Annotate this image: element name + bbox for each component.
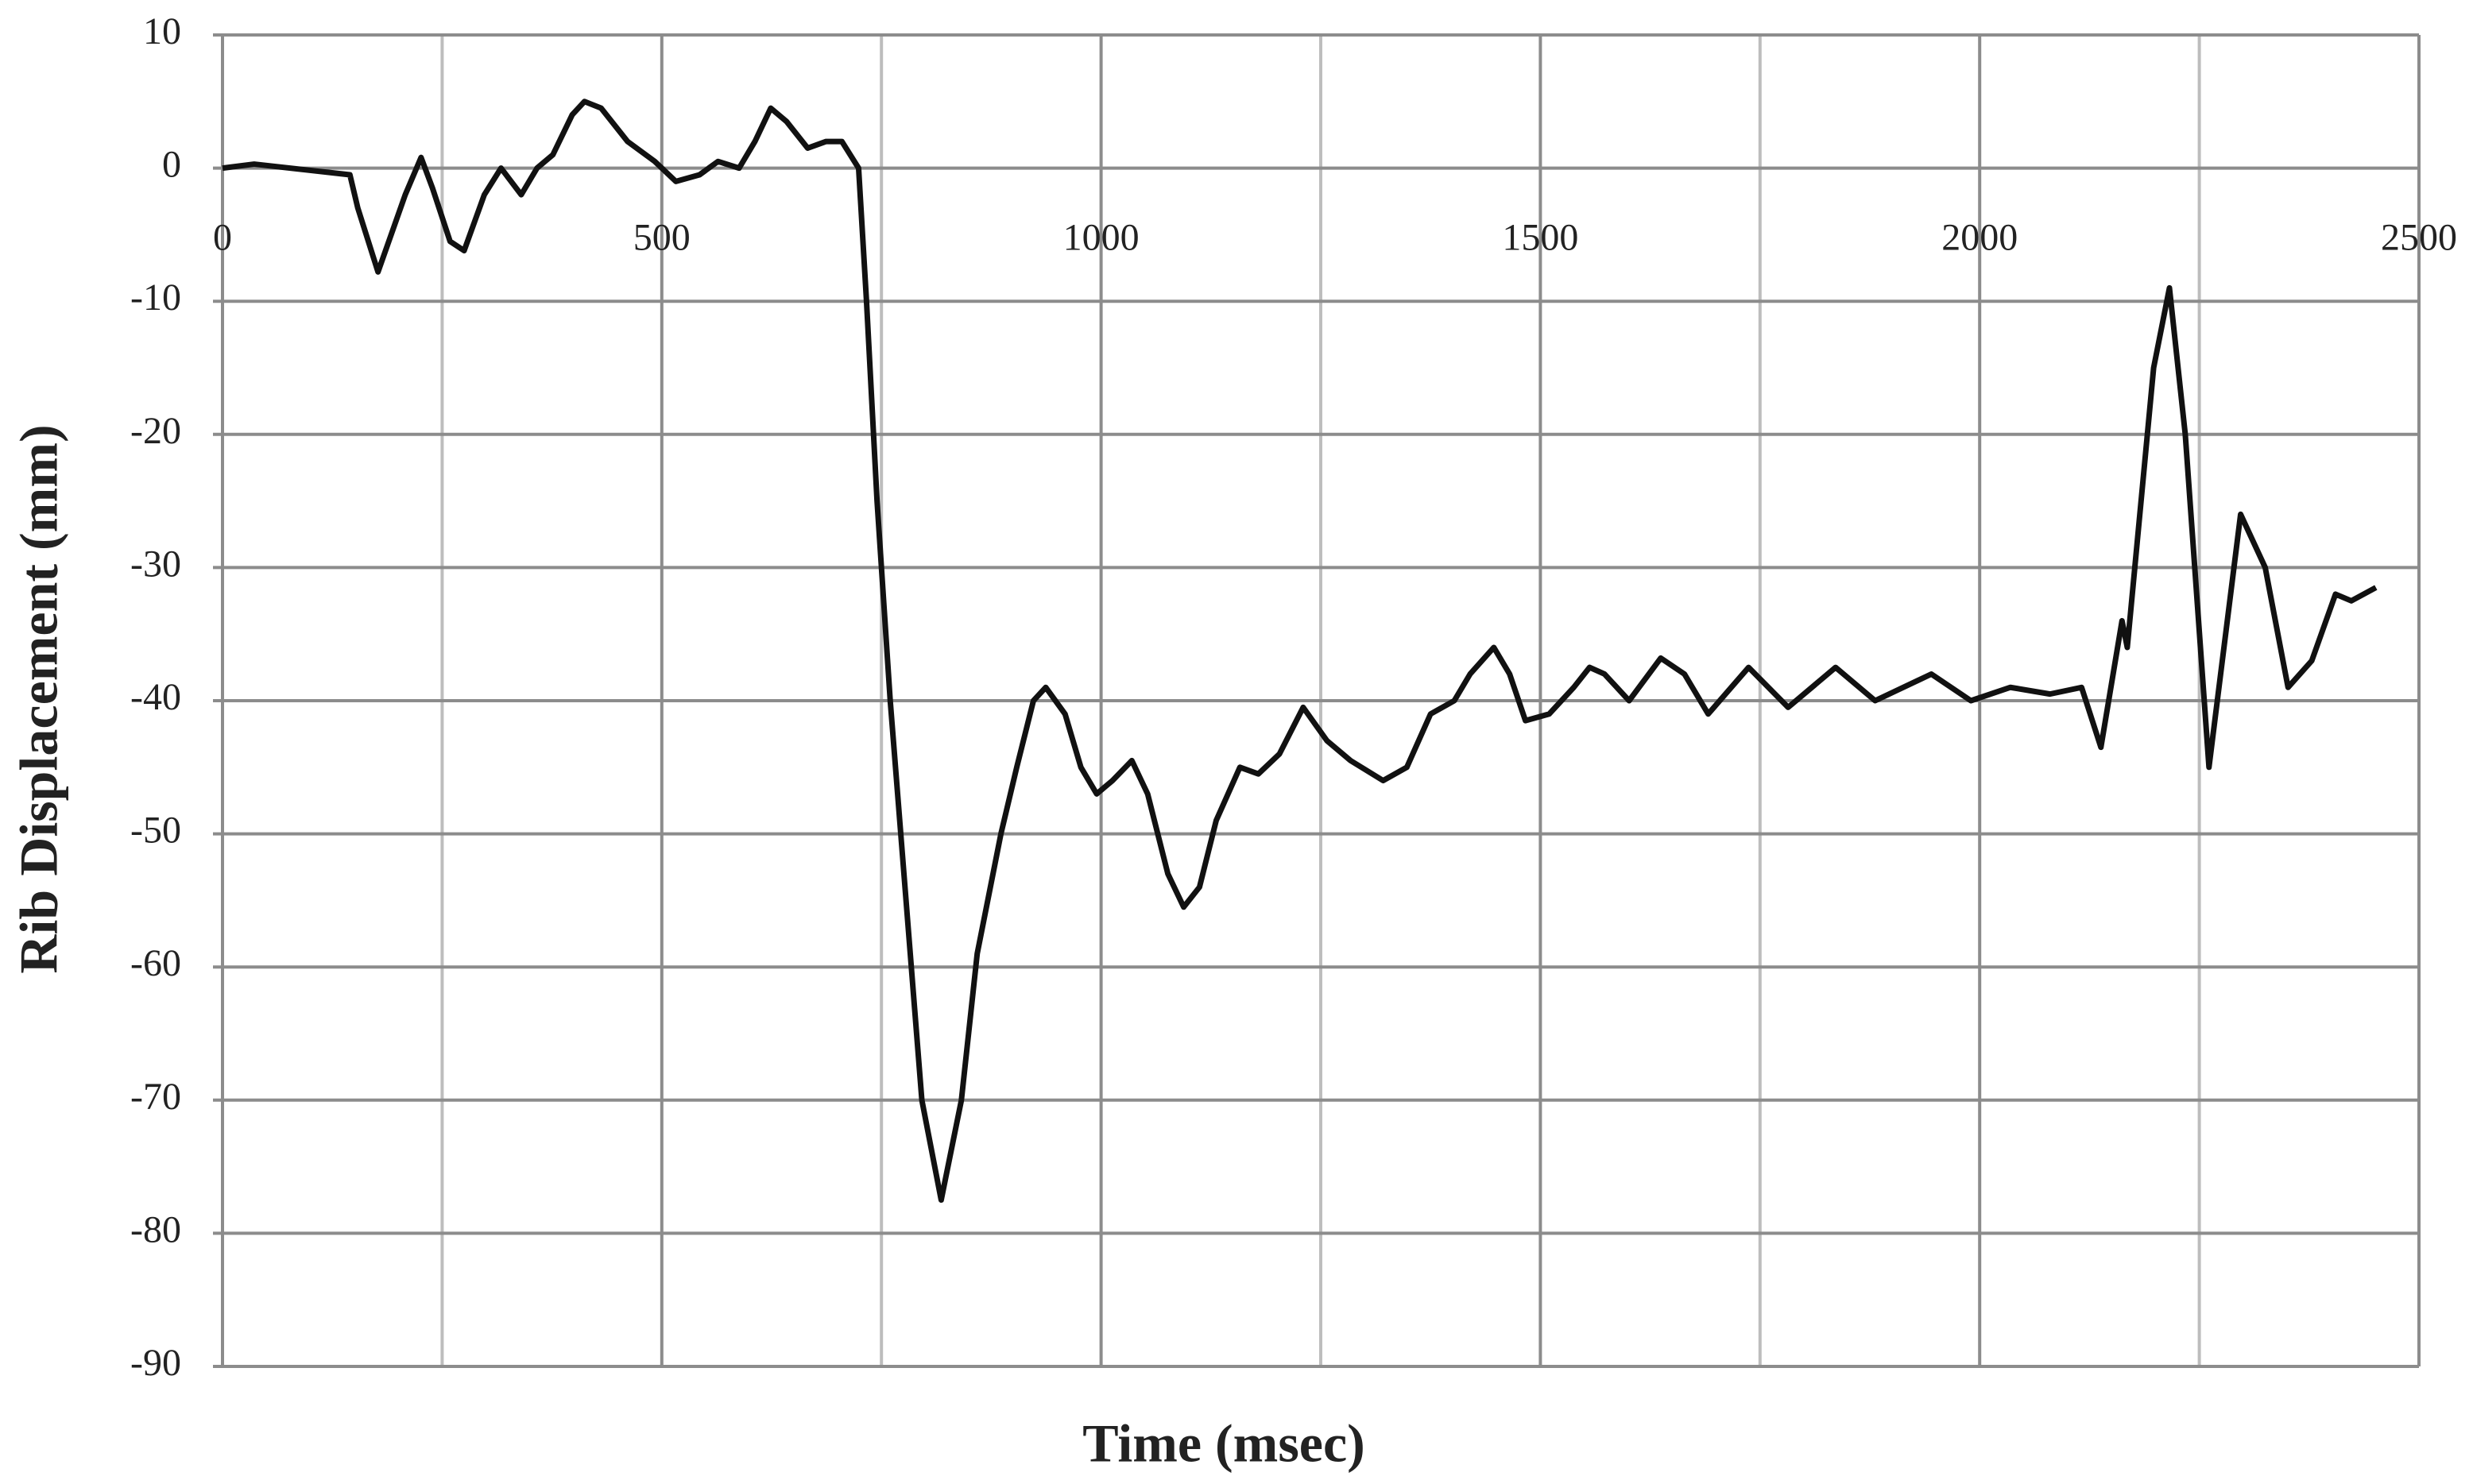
- y-tick-label: -10: [130, 276, 181, 319]
- x-tick-label: 2000: [1941, 217, 2018, 259]
- y-tick-label: -30: [130, 543, 181, 585]
- y-tick-label: -20: [130, 410, 181, 452]
- x-tick-label: 0: [213, 217, 232, 259]
- y-tick-label: -90: [130, 1342, 181, 1384]
- y-tick-label: 10: [143, 10, 181, 52]
- y-tick-label: -80: [130, 1208, 181, 1250]
- data-line: [222, 99, 2378, 1203]
- x-tick-label: 2500: [2381, 217, 2457, 259]
- x-tick-label: 500: [633, 217, 691, 259]
- x-axis-title: Time (msec): [1082, 1413, 1365, 1474]
- y-tick-label: -60: [130, 942, 181, 984]
- y-axis-title: Rib Displacement (mm): [9, 424, 69, 973]
- y-tick-label: 0: [162, 144, 181, 186]
- y-tick-label: -50: [130, 810, 181, 852]
- y-tick-label: -70: [130, 1076, 181, 1118]
- y-tick-label: -40: [130, 676, 181, 718]
- x-tick-label: 1500: [1502, 217, 1578, 259]
- x-tick-label: 1000: [1063, 217, 1140, 259]
